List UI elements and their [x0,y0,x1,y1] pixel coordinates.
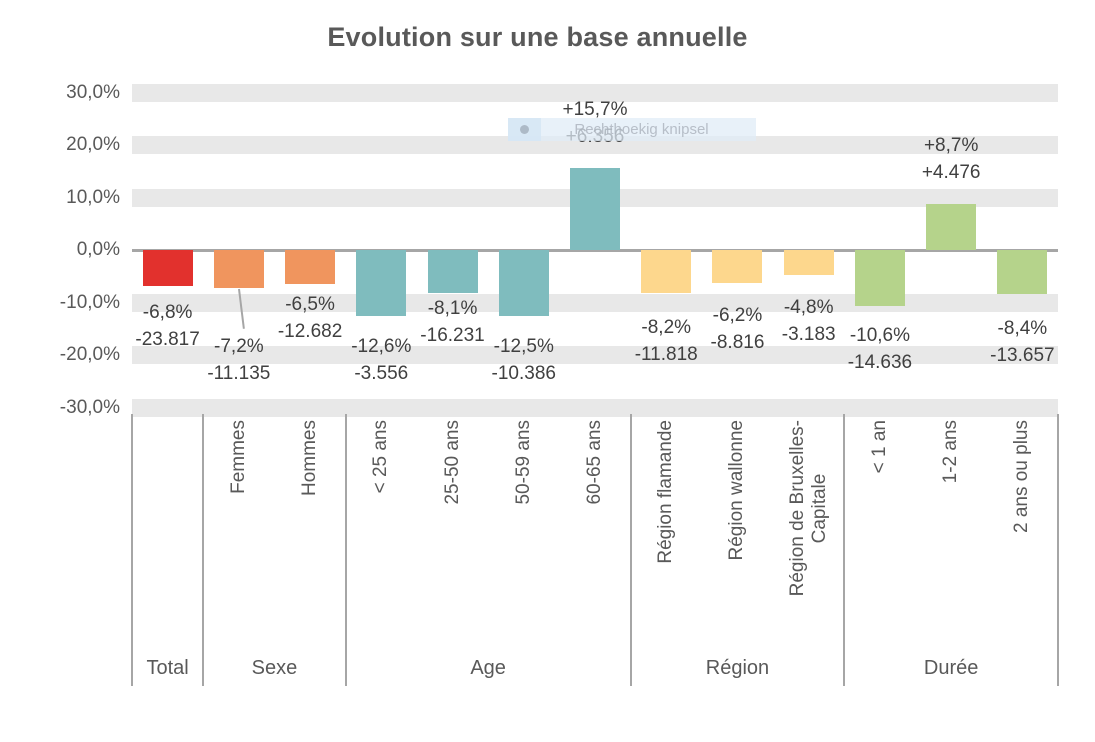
data-label-absolute: -10.386 [491,362,556,384]
category-label-50-59-ans: 50-59 ans [512,420,534,505]
data-label-absolute: -3.556 [354,363,409,385]
bar-25-50-ans [427,250,478,293]
group-label-duree: Durée [923,657,979,679]
data-label-absolute: -16.231 [420,324,485,346]
axis-group-separator [629,414,632,686]
data-label-region-wallonne: -6,2% -8.816 [672,302,802,356]
gridline-band [132,346,1058,364]
y-axis-tick-10-0: -10,0% [59,291,120,313]
bar-total [142,250,193,286]
axis-group-separator [1057,414,1059,686]
bar-25-ans [356,250,407,317]
data-label-percent: -6,5% [285,294,335,316]
category-label-hommes: Hommes [299,420,321,497]
axis-group-separator [843,414,846,686]
category-label-60-65-ans: 60-65 ans [584,420,605,505]
snip-tooltip-label: Rechthoekig knipsel [574,121,709,138]
data-label-percent: -12,5% [493,335,554,357]
data-label-25-50-ans: -8,1% -16.231 [388,295,518,349]
y-axis-tick-20-0: 20,0% [66,134,120,155]
bar-femmes [213,250,264,288]
category-label-wrap: 2 ans ou plus [977,420,1067,533]
gridline-band [132,83,1058,102]
axis-group-separator [344,414,347,686]
chart-title: Evolution sur une base annuelle [327,22,748,52]
category-label-femmes: Femmes [227,420,249,494]
gridline-band [132,398,1058,417]
data-label-region-de-bruxelles-capitale: -4,8% -3.183 [744,294,874,348]
data-label-absolute: -11.135 [207,362,271,384]
data-label-percent: -8,4% [997,318,1048,340]
bar-60-65-ans [570,167,620,250]
bar-region-wallonne [712,250,763,283]
data-label-percent: -4,8% [783,297,834,319]
data-label-absolute: -11.818 [634,344,698,366]
axis-group-separator [202,414,205,686]
y-axis-tick-10-0: 10,0% [66,186,120,208]
data-label-region-flamande: -8,2% -11.818 [601,314,731,368]
gridline-band [132,136,1058,154]
category-label-2-ans-ou-plus: 2 ans ou plus [1011,420,1033,534]
data-label-1-2-ans: +8,7% +4.476 [886,132,1016,186]
data-label-total: -6,8% -23.817 [103,299,233,353]
data-label-percent: -8,2% [641,317,692,339]
group-label-age: Age [470,657,506,679]
snip-icon-box [508,118,541,141]
bar-region-de-bruxelles-capitale [783,250,834,276]
axis-group-separator [131,414,133,686]
data-label-percent: -6,2% [712,304,763,326]
y-axis-tick-20-0: -20,0% [59,344,120,365]
data-label-absolute: -8.816 [710,331,765,353]
bar-2-ans-ou-plus [997,250,1048,295]
data-label-percent: -10,6% [849,324,911,346]
bar-1-an [854,250,905,306]
bar-region-flamande [641,250,692,294]
data-label-percent: +8,7% [923,135,979,157]
snip-tool-tooltip: Rechthoekig knipsel [508,118,756,141]
data-label-absolute: -23.817 [135,328,200,350]
data-label-percent: -8,1% [427,297,478,319]
data-label-2-ans-ou-plus: -8,4% -13.657 [957,315,1087,369]
bar-hommes [285,250,336,285]
data-label-absolute: +4.476 [921,162,981,184]
y-axis-tick-30-0: 30,0% [66,81,120,103]
zero-axis-line [132,248,1058,252]
data-label-25-ans: -12,6% -3.556 [316,333,446,387]
data-label-absolute: -13.657 [990,345,1055,367]
group-label-region: Région [705,657,770,679]
data-label-percent: -7,2% [214,335,264,357]
data-label-femmes: -7,2% -11.135 [174,333,304,387]
data-label-absolute: -14.636 [847,351,913,373]
group-label-sexe: Sexe [251,657,298,679]
data-label-50-59-ans: -12,5% -10.386 [459,333,589,387]
category-label-1-an: < 1 an [868,420,890,474]
data-label-percent: -6,8% [142,301,193,323]
data-label-hommes: -6,5% -12.682 [245,291,375,345]
data-label-absolute: -12.682 [277,321,343,343]
data-label-absolute: -3.183 [781,324,836,346]
category-label-region-wallonne: Région wallonne [726,420,748,561]
data-label-percent: +15,7% [562,98,628,120]
category-label-region-flamande: Région flamande [655,420,677,564]
data-label-percent: -12,6% [351,336,412,358]
bar-50-59-ans [498,250,549,316]
bar-1-2-ans [926,204,977,250]
data-label-1-an: -10,6% -14.636 [815,322,945,376]
category-label-25-50-ans: 25-50 ans [441,420,463,505]
category-label-25-ans: < 25 ans [370,420,392,494]
category-label-region-de-bruxelles-capitale: Région de Bruxelles- Capitale [786,420,830,597]
y-axis-tick-30-0: -30,0% [59,396,120,418]
circle-dot-icon [520,125,529,134]
category-label-1-2-ans: 1-2 ans [940,420,962,484]
group-label-total: Total [146,657,189,679]
y-axis-tick-0-0: 0,0% [76,239,120,260]
